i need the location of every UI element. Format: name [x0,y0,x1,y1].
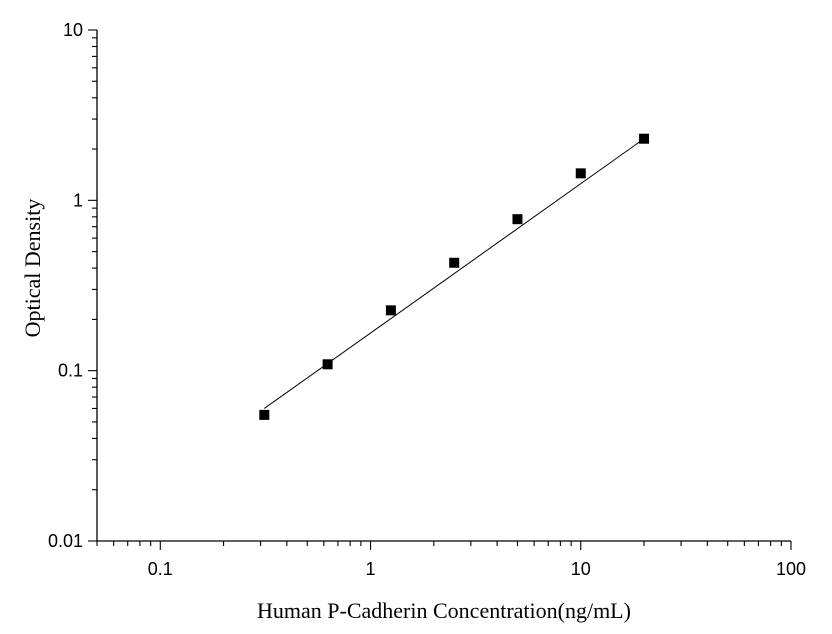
axes [96,30,791,542]
data-point [639,133,650,144]
x-tick-label: 0.1 [148,559,173,579]
x-tick-label: 1 [366,559,376,579]
data-point [575,168,586,179]
y-tick-label: 0.1 [58,361,83,381]
data-point [449,257,460,268]
data-point [322,359,333,370]
y-axis-title: Optical Density [20,199,45,338]
fit-line [264,138,645,409]
y-tick-label: 1 [73,190,83,210]
x-tick-label: 10 [571,559,591,579]
data-point [385,305,396,316]
data-point [512,214,523,225]
data-point [259,409,270,420]
x-axis-title: Human P-Cadherin Concentration(ng/mL) [257,598,631,623]
ticks: 0.1 1 10 100 0.01 0.1 1 10 [48,20,806,579]
fit-line-group [264,138,645,409]
x-tick-label: 100 [776,559,806,579]
data-points [259,133,650,420]
y-tick-label: 0.01 [48,531,83,551]
y-tick-label: 10 [63,20,83,40]
